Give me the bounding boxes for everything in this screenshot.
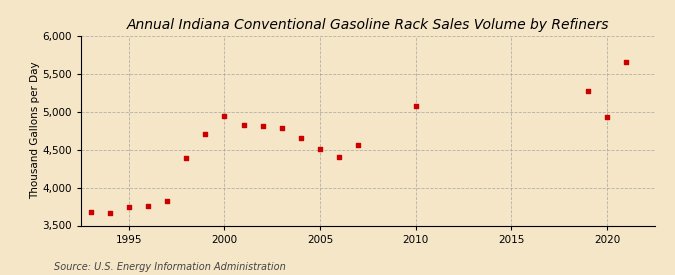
Point bbox=[621, 60, 632, 65]
Point bbox=[181, 156, 192, 160]
Point bbox=[200, 132, 211, 137]
Point bbox=[315, 147, 325, 151]
Title: Annual Indiana Conventional Gasoline Rack Sales Volume by Refiners: Annual Indiana Conventional Gasoline Rac… bbox=[127, 18, 609, 32]
Point bbox=[142, 204, 153, 208]
Point bbox=[219, 114, 230, 119]
Text: Source: U.S. Energy Information Administration: Source: U.S. Energy Information Administ… bbox=[54, 262, 286, 272]
Point bbox=[296, 136, 306, 141]
Point bbox=[162, 199, 173, 204]
Point bbox=[353, 143, 364, 147]
Point bbox=[277, 126, 288, 131]
Point bbox=[257, 124, 268, 128]
Point bbox=[583, 89, 593, 93]
Point bbox=[333, 155, 344, 160]
Point bbox=[124, 204, 134, 209]
Point bbox=[104, 210, 115, 215]
Point bbox=[85, 210, 96, 214]
Point bbox=[238, 123, 249, 128]
Point bbox=[410, 103, 421, 108]
Point bbox=[601, 115, 612, 119]
Y-axis label: Thousand Gallons per Day: Thousand Gallons per Day bbox=[30, 62, 40, 199]
